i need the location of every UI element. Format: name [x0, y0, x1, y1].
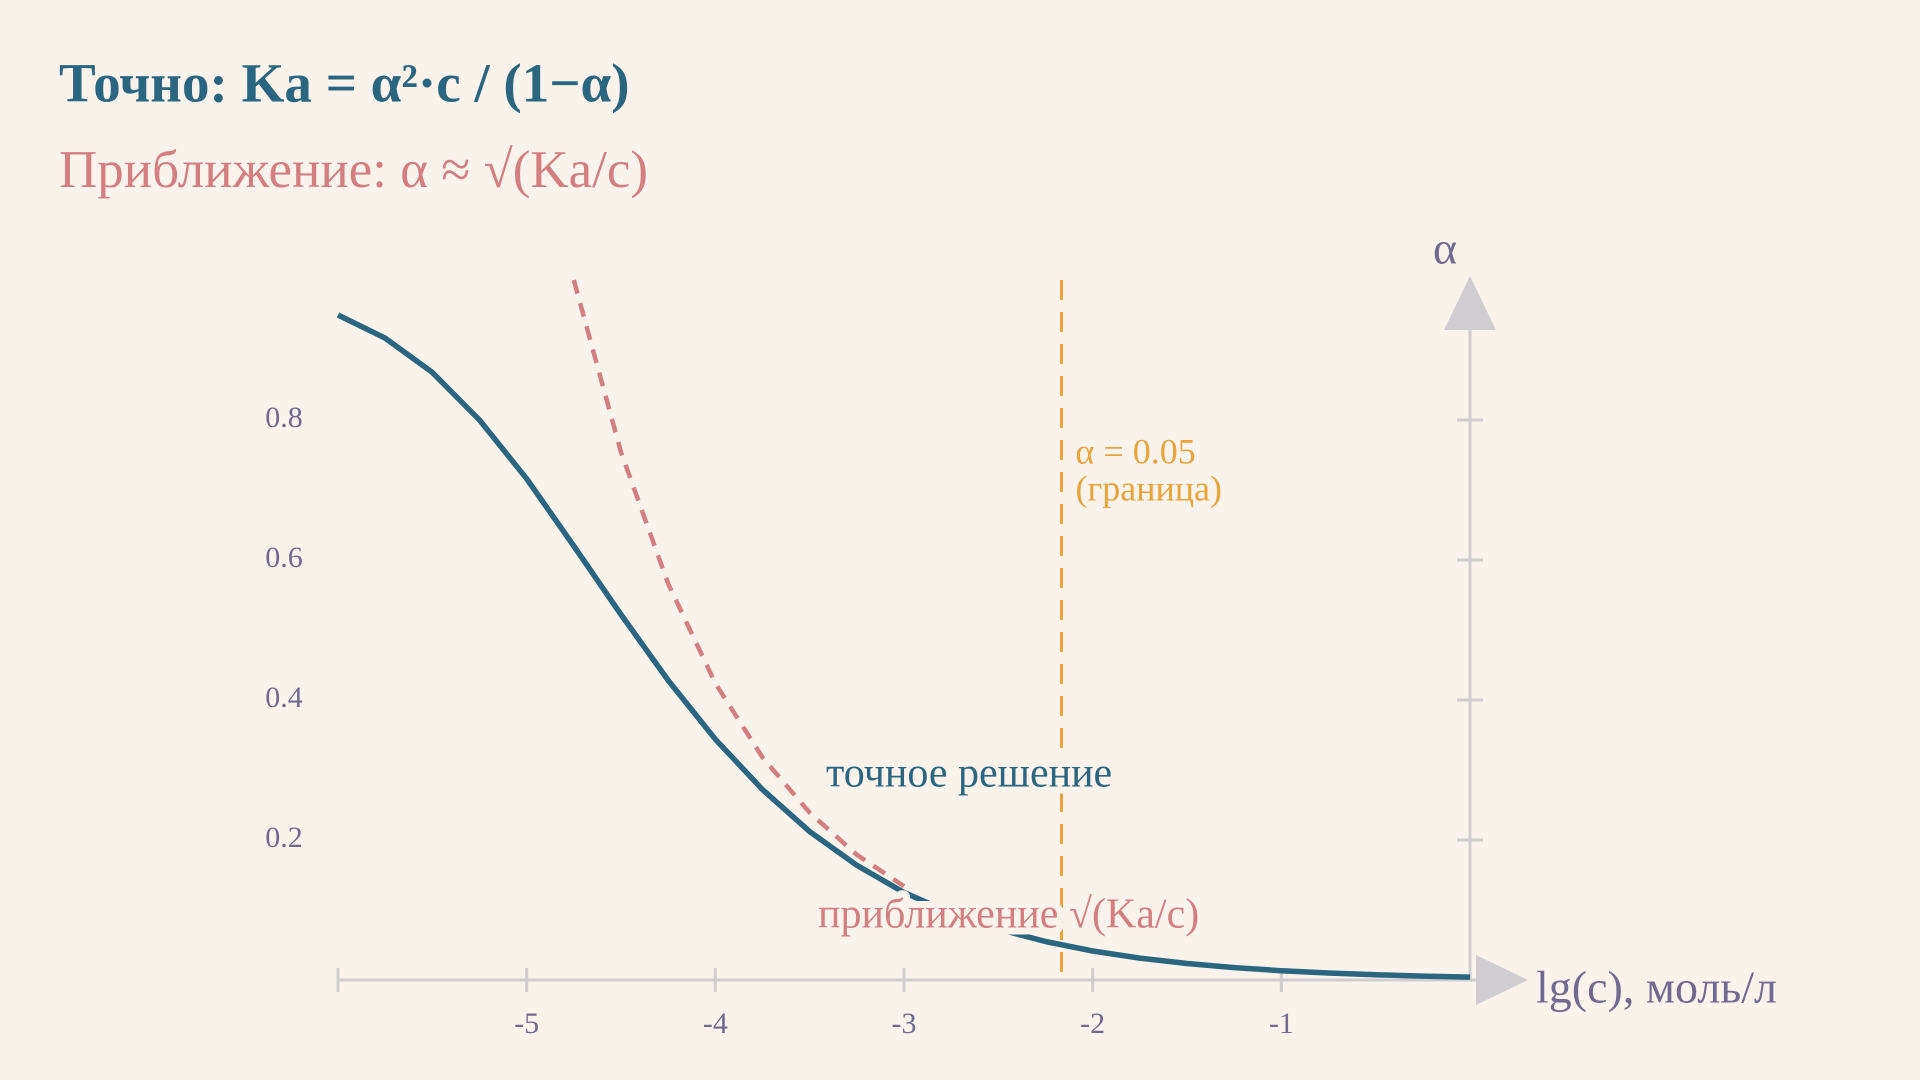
x-tick-label: -2 — [1080, 1007, 1105, 1040]
series-label: точное решение — [826, 751, 1112, 797]
threshold-label: (граница) — [1076, 468, 1223, 508]
series-label: приближение √(Ka/c) — [818, 892, 1199, 938]
threshold-label: α = 0.05 — [1076, 431, 1196, 471]
y-axis-arrow — [1444, 276, 1496, 330]
axes — [336, 276, 1528, 1005]
chart-subtitle: Приближение: α ≈ √(Ka/c) — [59, 141, 648, 199]
y-tick-label: 0.2 — [265, 821, 303, 854]
y-tick-label: 0.4 — [265, 681, 303, 714]
y-tick-label: 0.8 — [265, 401, 303, 434]
series-line — [571, 279, 906, 889]
x-axis-label: lg(c), моль/л — [1536, 962, 1777, 1013]
y-axis-label: α — [1433, 223, 1457, 274]
x-tick-label: -5 — [514, 1007, 539, 1040]
x-axis-arrow — [1476, 955, 1528, 1005]
x-tick-label: -1 — [1269, 1007, 1294, 1040]
x-tick-label: -4 — [703, 1007, 728, 1040]
series-line — [336, 312, 1471, 980]
chart-title: Точно: Ka = α²·c / (1−α) — [59, 53, 630, 114]
y-tick-label: 0.6 — [265, 541, 303, 574]
x-tick-label: -3 — [892, 1007, 917, 1040]
